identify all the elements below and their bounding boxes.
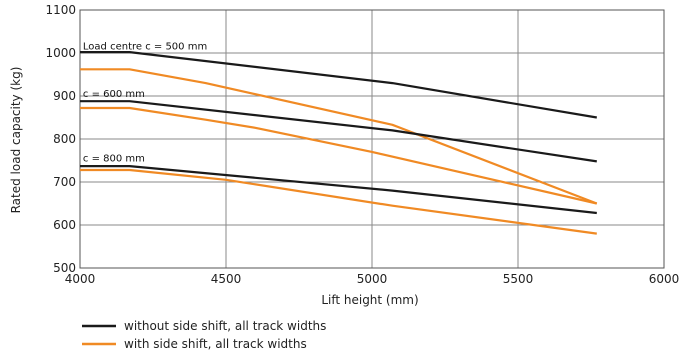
series-group	[80, 50, 598, 235]
curve-annotation: Load centre c = 500 mm	[83, 42, 207, 53]
y-tick-label: 800	[53, 132, 76, 146]
series-line-without-4	[80, 165, 597, 215]
curve-annotation: c = 600 mm	[83, 89, 145, 100]
y-tick-label: 900	[53, 89, 76, 103]
tick-labels: 500 600 700 800 900 1000 1100 4000 4500 5000 5500 6…	[45, 3, 679, 286]
curve-annotation: c = 800 mm	[83, 153, 145, 164]
grid	[79, 9, 665, 269]
y-tick-label: 1000	[45, 46, 76, 60]
series-line-without-0	[80, 50, 597, 119]
series-line-without-2	[80, 100, 597, 163]
x-tick-label: 5500	[503, 272, 534, 286]
series-line-with-3	[80, 106, 598, 205]
plot-frame	[79, 9, 665, 269]
y-tick-label: 600	[53, 218, 76, 232]
y-tick-label: 1100	[45, 3, 76, 17]
series-line-with-1	[80, 68, 598, 205]
x-tick-label: 5000	[357, 272, 388, 286]
y-axis-label: Rated load capacity (kg)	[9, 67, 23, 214]
y-tick-label: 700	[53, 175, 76, 189]
legend: without side shift, all track widths with…	[82, 319, 326, 351]
legend-label-with: with side shift, all track widths	[124, 337, 307, 351]
legend-label-without: without side shift, all track widths	[124, 319, 326, 333]
x-axis-label: Lift height (mm)	[321, 293, 418, 307]
x-tick-label: 4000	[65, 272, 96, 286]
series-line-with-5	[80, 168, 597, 235]
x-tick-label: 6000	[649, 272, 680, 286]
x-tick-label: 4500	[211, 272, 242, 286]
annotations: Load centre c = 500 mm c = 600 mm c = 800 …	[83, 42, 207, 165]
y-tick-label: 500	[53, 261, 76, 275]
